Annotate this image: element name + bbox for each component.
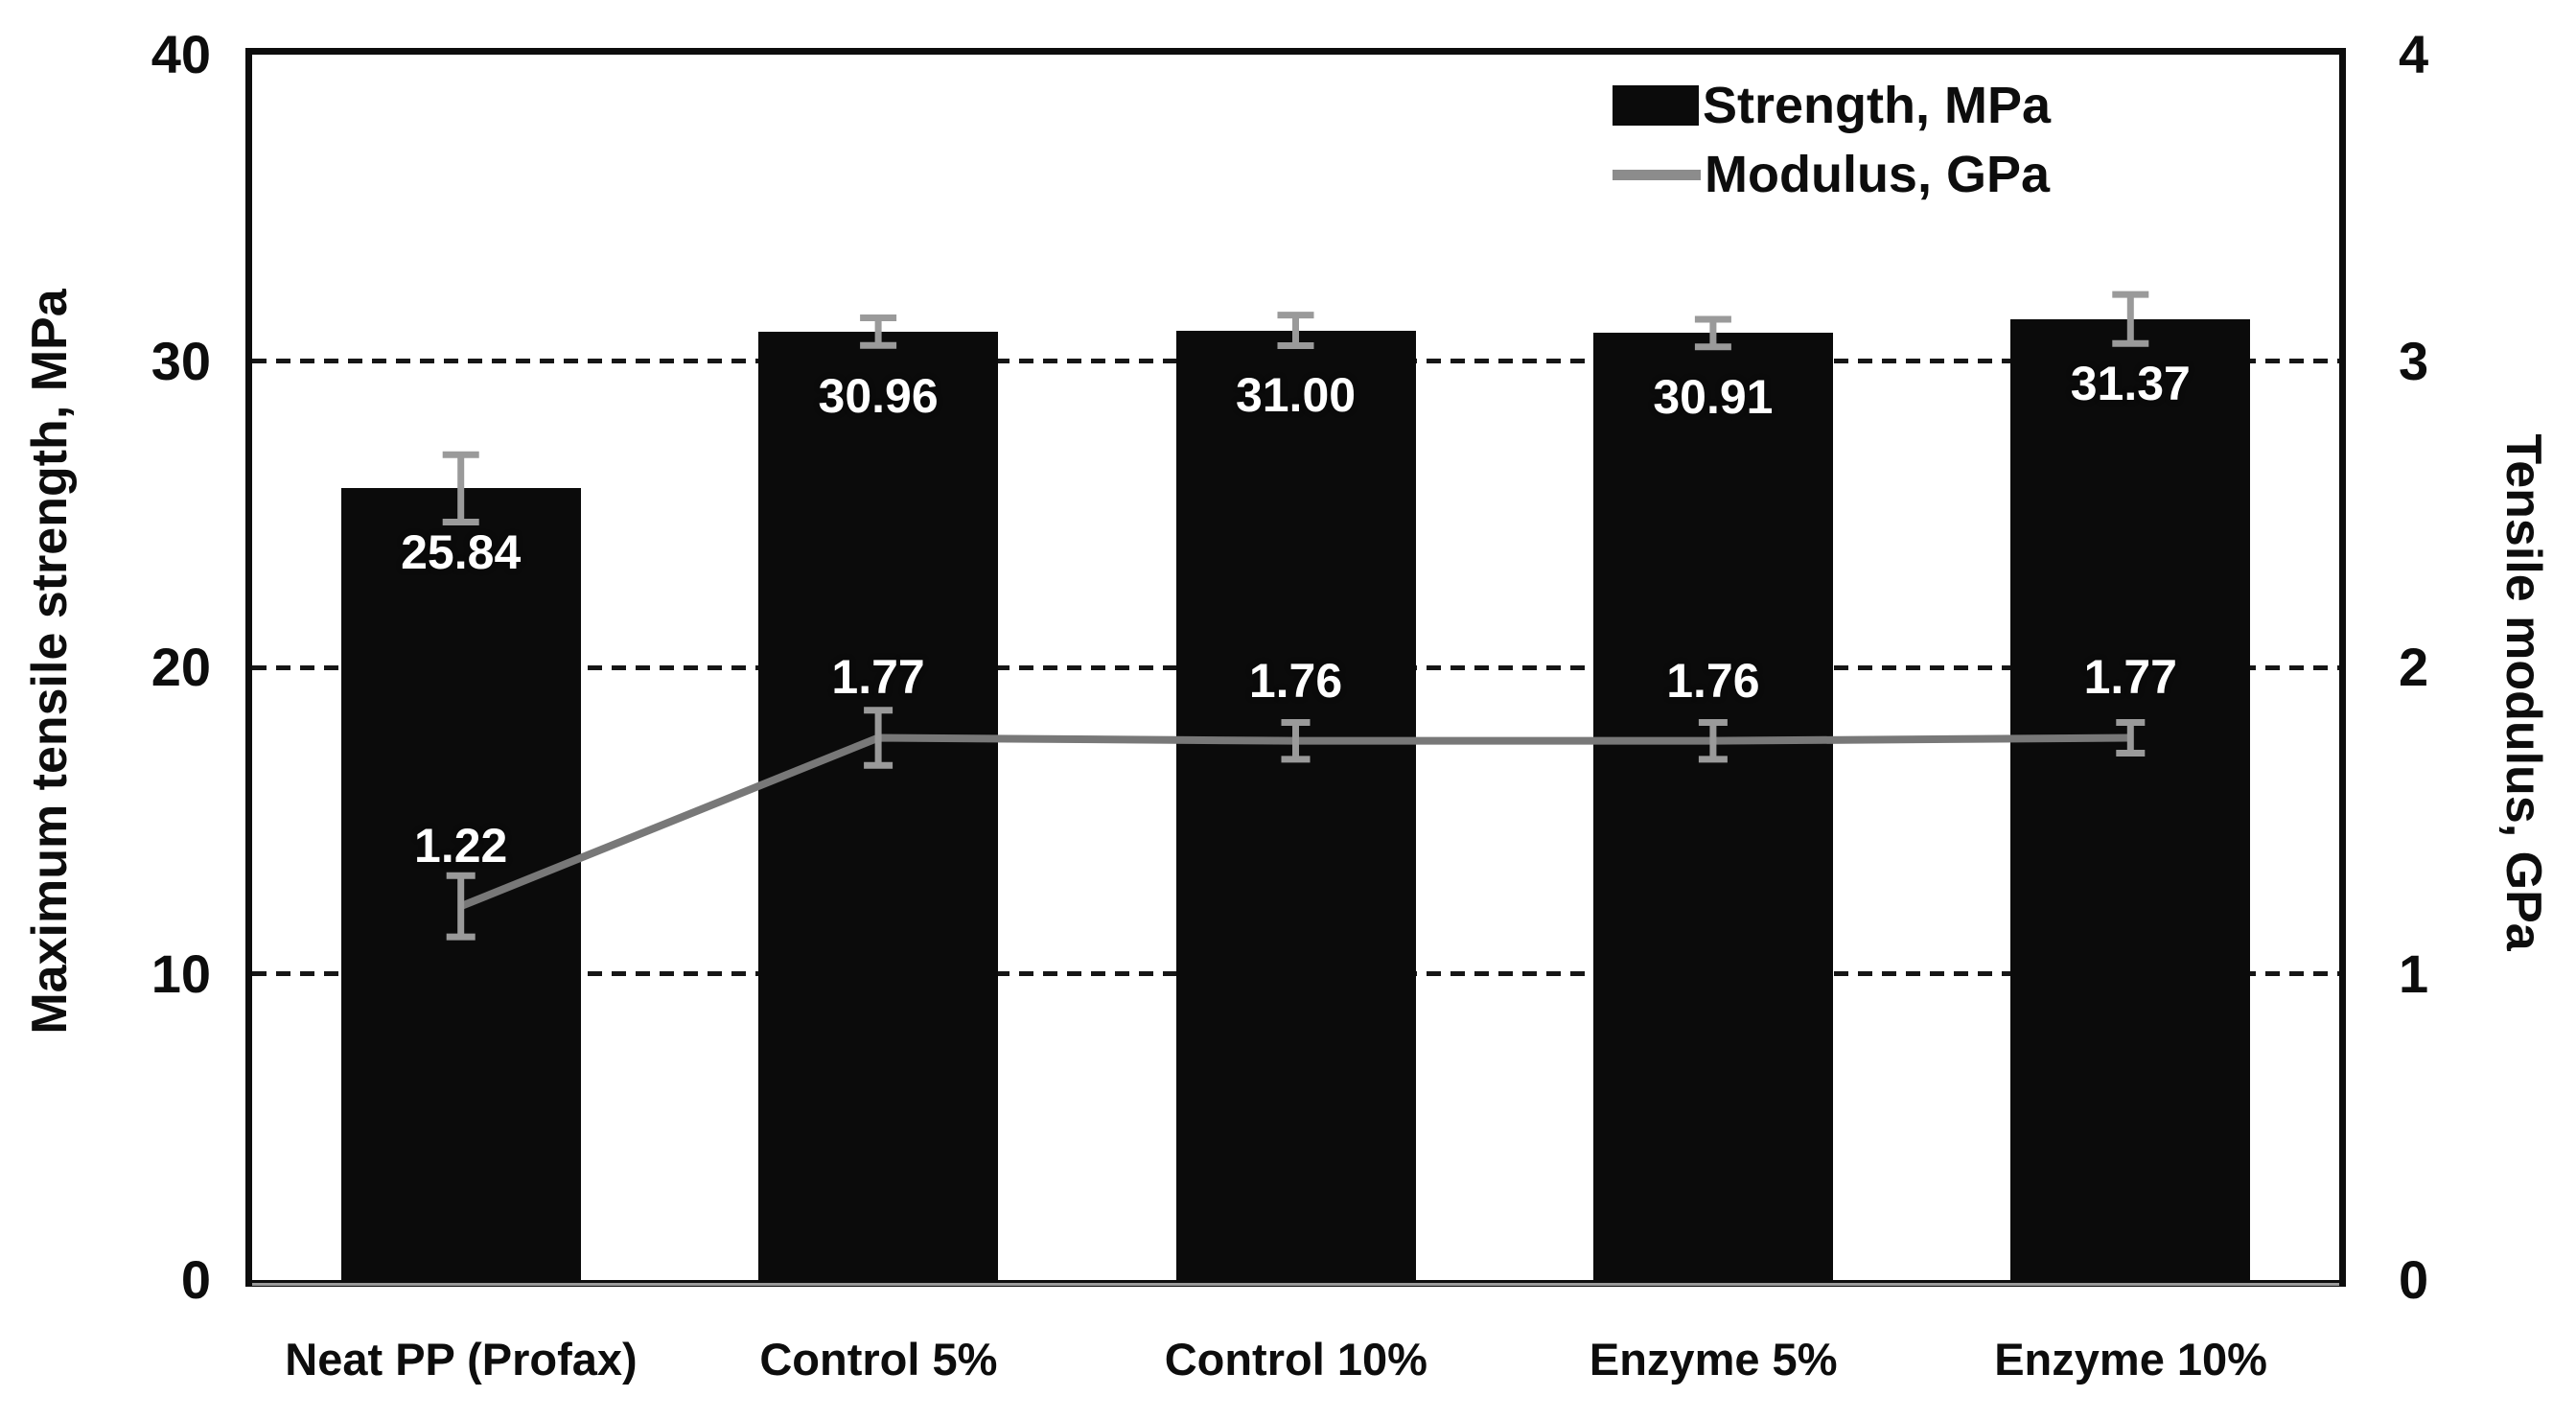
left-axis-tick-label: 30 — [151, 330, 211, 391]
strength-bar — [758, 331, 999, 1280]
category-label: Control 10% — [1164, 1334, 1427, 1385]
legend-item-strength: Strength, MPa — [1613, 71, 2051, 140]
strength-value-label: 30.96 — [818, 368, 939, 423]
left-axis-tick-label: 20 — [151, 637, 211, 697]
left-axis-tick-label: 10 — [151, 943, 211, 1004]
modulus-value-label: 1.76 — [1666, 653, 1760, 708]
strength-value-label: 25.84 — [401, 525, 522, 580]
legend-label-strength: Strength, MPa — [1703, 77, 2052, 134]
right-axis-tick-label: 2 — [2399, 637, 2429, 697]
left-axis-tick-label: 40 — [151, 24, 211, 84]
legend: Strength, MPa Modulus, GPa — [1613, 71, 2051, 209]
plot-frame: 25.84 30.96 31.00 30.91 31.37 1.22 1.77 1.76 1.7… — [245, 48, 2346, 1287]
modulus-line — [459, 733, 2131, 910]
strength-bar — [2010, 318, 2251, 1280]
right-axis-tick-label: 1 — [2399, 943, 2429, 1004]
strength-bar — [1592, 333, 1833, 1280]
legend-label-modulus: Modulus, GPa — [1705, 146, 2051, 203]
strength-bar — [1175, 330, 1416, 1280]
modulus-value-label: 1.77 — [831, 650, 925, 705]
category-label: Enzyme 10% — [1994, 1334, 2267, 1385]
modulus-line-chart — [442, 291, 2149, 941]
plot-area: 25.84 30.96 31.00 30.91 31.37 1.22 1.77 1.76 1.7… — [252, 55, 2339, 1280]
bar-swatch-icon — [1613, 85, 1699, 126]
legend-item-modulus: Modulus, GPa — [1613, 140, 2051, 209]
left-axis-tick-label: 0 — [180, 1249, 211, 1310]
modulus-value-label: 1.76 — [1248, 653, 1343, 708]
modulus-value-label: 1.22 — [414, 819, 508, 873]
category-label: Enzyme 5% — [1589, 1334, 1838, 1385]
strength-value-label: 31.00 — [1235, 367, 1357, 422]
right-axis-tick-label: 3 — [2399, 330, 2429, 391]
line-swatch-icon — [1613, 169, 1701, 180]
strength-value-label: 31.37 — [2070, 356, 2191, 410]
strength-value-label: 30.91 — [1653, 370, 1774, 425]
category-label: Control 5% — [759, 1334, 998, 1385]
right-axis-tick-label: 4 — [2399, 24, 2429, 84]
x-axis-baseline — [252, 1283, 2339, 1286]
modulus-value-label: 1.77 — [2083, 650, 2177, 705]
right-axis-tick-label: 0 — [2399, 1249, 2429, 1310]
category-label: Neat PP (Profax) — [285, 1334, 638, 1385]
